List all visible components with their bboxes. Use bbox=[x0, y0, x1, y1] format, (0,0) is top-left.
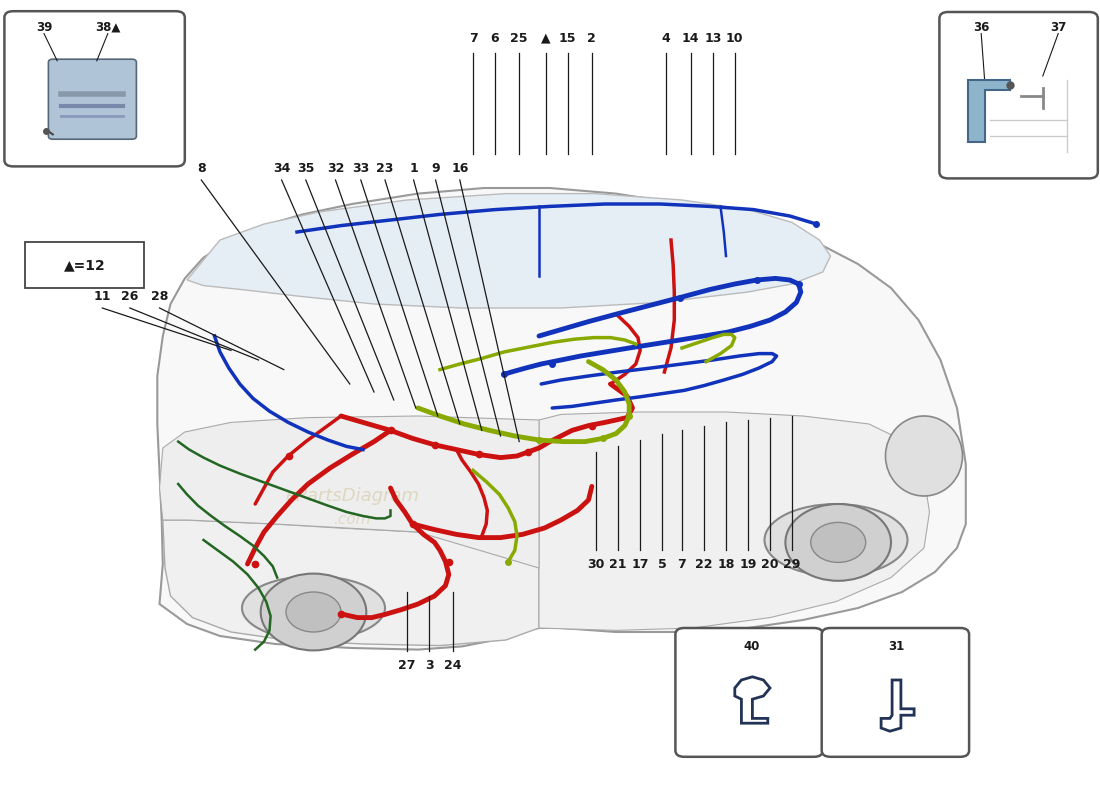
Text: 11: 11 bbox=[94, 290, 111, 302]
Text: 36: 36 bbox=[974, 21, 989, 34]
Text: 26: 26 bbox=[121, 290, 139, 302]
Polygon shape bbox=[163, 520, 539, 646]
Text: 1: 1 bbox=[409, 162, 418, 174]
Text: 4: 4 bbox=[661, 32, 670, 45]
Text: 6: 6 bbox=[491, 32, 499, 45]
Text: 37: 37 bbox=[1050, 21, 1066, 34]
FancyBboxPatch shape bbox=[4, 11, 185, 166]
Text: ▲=12: ▲=12 bbox=[64, 258, 106, 272]
Text: 27: 27 bbox=[398, 659, 416, 672]
Text: 24: 24 bbox=[444, 659, 462, 672]
FancyBboxPatch shape bbox=[48, 59, 136, 139]
Text: 35: 35 bbox=[297, 162, 315, 174]
Text: 25: 25 bbox=[510, 32, 528, 45]
Text: 10: 10 bbox=[726, 32, 744, 45]
Text: 31: 31 bbox=[889, 640, 904, 653]
FancyBboxPatch shape bbox=[675, 628, 823, 757]
Text: 16: 16 bbox=[451, 162, 469, 174]
Polygon shape bbox=[187, 194, 830, 308]
Text: 33: 33 bbox=[352, 162, 370, 174]
Text: 34: 34 bbox=[273, 162, 290, 174]
Text: 14: 14 bbox=[682, 32, 700, 45]
Text: 29: 29 bbox=[783, 558, 801, 570]
Text: 9: 9 bbox=[431, 162, 440, 174]
Text: 39: 39 bbox=[36, 21, 52, 34]
Text: 7: 7 bbox=[469, 32, 477, 45]
Circle shape bbox=[811, 522, 866, 562]
Text: 23: 23 bbox=[376, 162, 394, 174]
Text: 7: 7 bbox=[678, 558, 686, 570]
Polygon shape bbox=[539, 412, 930, 630]
Text: 13: 13 bbox=[704, 32, 722, 45]
Text: 21: 21 bbox=[609, 558, 627, 570]
Text: 17: 17 bbox=[631, 558, 649, 570]
Text: 30: 30 bbox=[587, 558, 605, 570]
Polygon shape bbox=[968, 80, 1010, 142]
Text: 32: 32 bbox=[327, 162, 344, 174]
Ellipse shape bbox=[886, 416, 962, 496]
Text: 38▲: 38▲ bbox=[95, 21, 121, 34]
Text: 19: 19 bbox=[739, 558, 757, 570]
Text: .com: .com bbox=[333, 513, 371, 527]
Text: 28: 28 bbox=[151, 290, 168, 302]
Circle shape bbox=[286, 592, 341, 632]
Text: 18: 18 bbox=[717, 558, 735, 570]
Text: 8: 8 bbox=[197, 162, 206, 174]
Polygon shape bbox=[157, 188, 966, 650]
Text: 20: 20 bbox=[761, 558, 779, 570]
Text: 2: 2 bbox=[587, 32, 596, 45]
Circle shape bbox=[785, 504, 891, 581]
Text: 15: 15 bbox=[559, 32, 576, 45]
Ellipse shape bbox=[242, 576, 385, 640]
Text: ▲: ▲ bbox=[541, 32, 550, 45]
FancyBboxPatch shape bbox=[25, 242, 144, 288]
Text: 3: 3 bbox=[425, 659, 433, 672]
Ellipse shape bbox=[764, 504, 908, 576]
Text: 22: 22 bbox=[695, 558, 713, 570]
Polygon shape bbox=[160, 416, 539, 568]
Circle shape bbox=[261, 574, 366, 650]
Text: ePartsDiagram: ePartsDiagram bbox=[285, 487, 419, 505]
Text: 40: 40 bbox=[744, 640, 759, 653]
Text: 5: 5 bbox=[658, 558, 667, 570]
FancyBboxPatch shape bbox=[939, 12, 1098, 178]
FancyBboxPatch shape bbox=[822, 628, 969, 757]
